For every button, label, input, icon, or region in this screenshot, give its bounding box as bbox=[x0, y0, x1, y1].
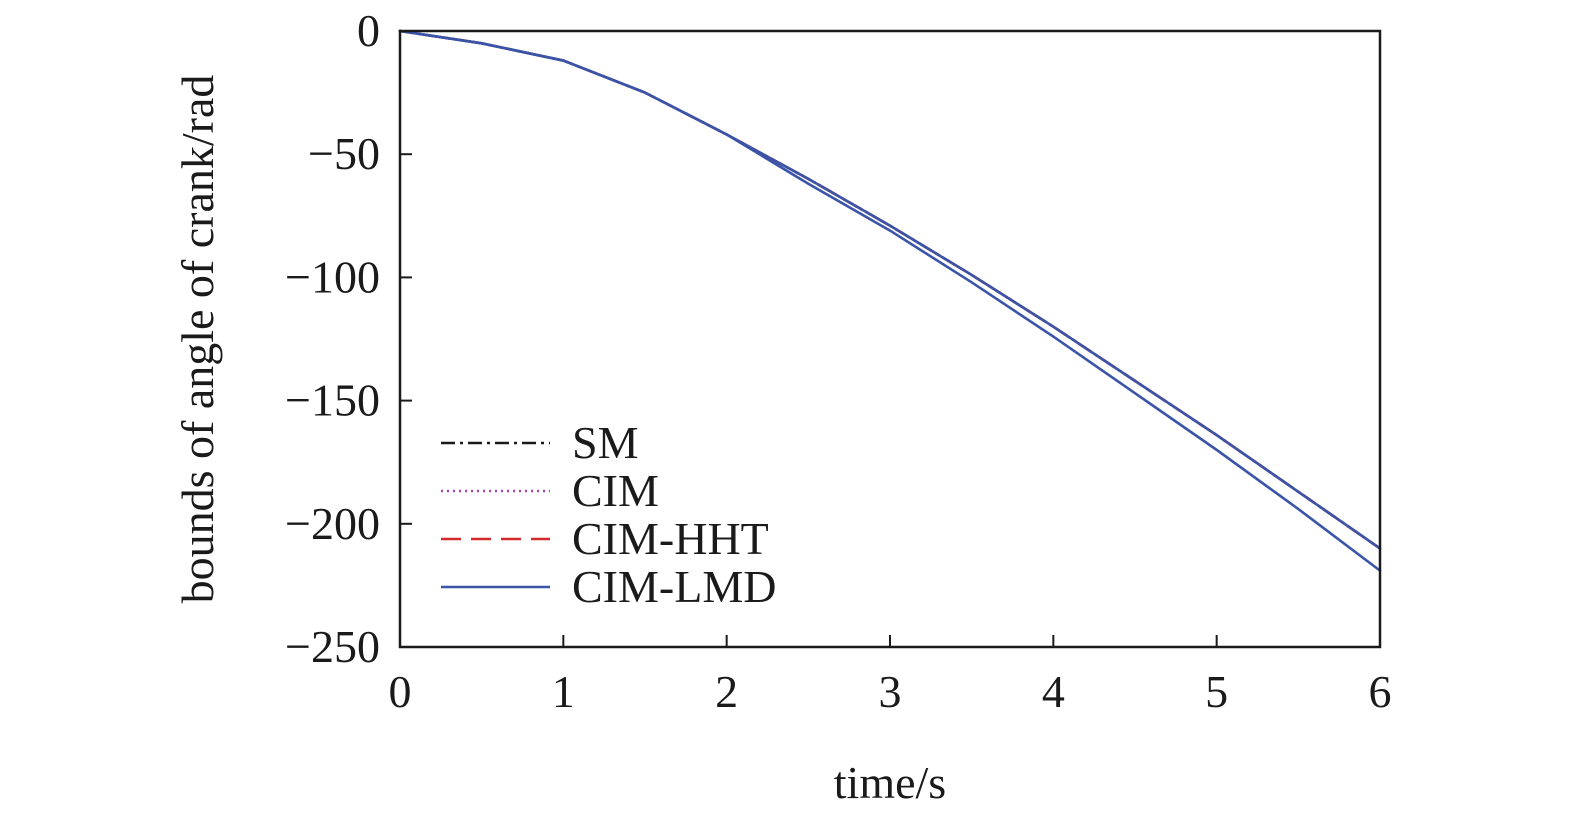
y-tick-label: −100 bbox=[285, 251, 380, 302]
x-tick-label: 3 bbox=[879, 666, 902, 717]
x-tick-label: 6 bbox=[1369, 666, 1392, 717]
x-axis-title: time/s bbox=[834, 757, 946, 808]
series-line-sm bbox=[398, 29, 1382, 550]
x-tick-label: 2 bbox=[715, 666, 738, 717]
series-line-cim-lmd bbox=[398, 29, 1382, 572]
y-tick-label: −150 bbox=[285, 375, 380, 426]
series-line-cim-lmd bbox=[398, 29, 1382, 550]
y-tick-label: −250 bbox=[285, 621, 380, 672]
x-tick-label: 5 bbox=[1205, 666, 1228, 717]
x-tick-label: 1 bbox=[552, 666, 575, 717]
plot-frame bbox=[398, 29, 1382, 649]
x-tick-label: 4 bbox=[1042, 666, 1065, 717]
series-line-cim bbox=[398, 29, 1382, 550]
x-tick-label: 0 bbox=[389, 666, 412, 717]
y-tick-label: 0 bbox=[357, 5, 380, 56]
legend-label: CIM-LMD bbox=[572, 561, 776, 612]
series-line-cim-hht bbox=[398, 29, 1382, 550]
y-tick-label: −50 bbox=[308, 128, 380, 179]
y-axis-title: bounds of angle of crank/rad bbox=[172, 75, 223, 604]
y-tick-label: −200 bbox=[285, 498, 380, 549]
legend-label: SM bbox=[572, 417, 638, 468]
legend-label: CIM-HHT bbox=[572, 513, 769, 564]
legend-label: CIM bbox=[572, 465, 659, 516]
axis-ticks: 0 1 2 3 4 5 6 0 −50 −100 −150 −200 −250 bbox=[285, 5, 1391, 717]
series-lines bbox=[398, 29, 1382, 572]
